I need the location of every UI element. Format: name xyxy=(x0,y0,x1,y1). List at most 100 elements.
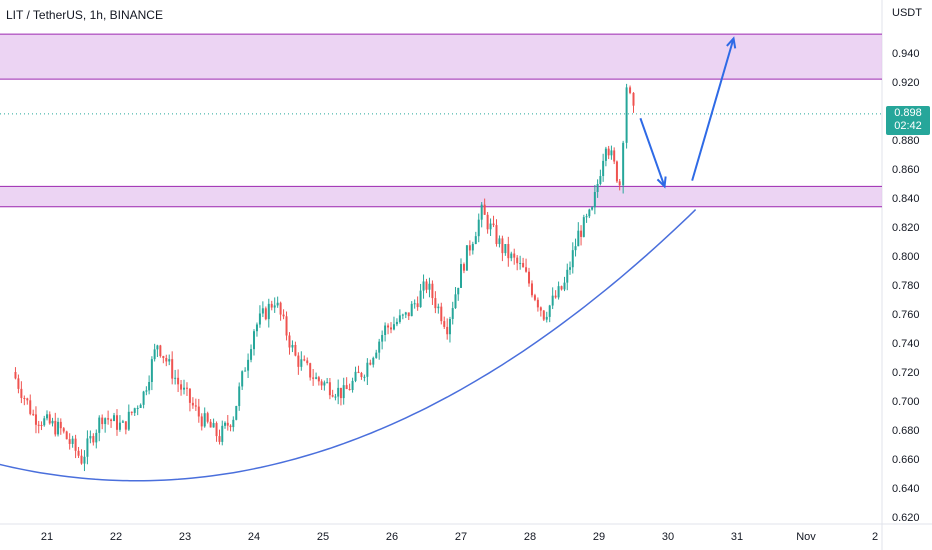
candle-body xyxy=(536,299,539,308)
candle-body xyxy=(516,257,519,264)
candle-body xyxy=(557,286,560,298)
candle-body xyxy=(465,245,468,271)
candle-body xyxy=(591,207,594,210)
candle-body xyxy=(255,324,258,332)
candle-body xyxy=(407,312,410,317)
currency-label: USDT xyxy=(892,7,922,19)
candle-body xyxy=(334,396,337,398)
candle-body xyxy=(258,313,261,325)
candle-body xyxy=(159,345,162,357)
candle-body xyxy=(264,308,267,320)
candle-body xyxy=(577,230,580,247)
price-tick-label: 0.660 xyxy=(892,454,920,466)
candle-body xyxy=(339,387,342,399)
zone-rect-0 xyxy=(0,34,882,80)
candle-body xyxy=(366,362,369,377)
candle-body xyxy=(437,306,440,309)
candle-body xyxy=(519,263,522,265)
candle-body xyxy=(354,371,357,381)
time-tick-label: 27 xyxy=(455,531,467,543)
candle-body xyxy=(95,432,98,443)
candle-body xyxy=(183,387,186,390)
candle-body xyxy=(431,283,434,299)
time-tick-label: 21 xyxy=(41,531,53,543)
candle-body xyxy=(507,244,510,259)
time-tick-label: 30 xyxy=(662,531,674,543)
projection-arrow-0 xyxy=(639,117,666,187)
candle-body xyxy=(585,216,588,218)
time-tick-label: 25 xyxy=(317,531,329,543)
candle-body xyxy=(542,310,545,320)
candle-body xyxy=(477,219,480,237)
candle-body xyxy=(270,303,273,308)
candle-body xyxy=(416,303,419,308)
candle-body xyxy=(235,406,238,420)
candle-body xyxy=(610,150,613,156)
candle-body xyxy=(282,314,285,317)
candle-body xyxy=(26,398,29,401)
candle-body xyxy=(180,384,183,390)
candle-body xyxy=(62,428,65,432)
candle-body xyxy=(607,148,610,156)
candle-body xyxy=(244,370,247,372)
candle-body xyxy=(486,214,489,230)
candle-body xyxy=(348,389,351,391)
price-tick-label: 0.940 xyxy=(892,48,920,60)
candle-body xyxy=(401,314,404,316)
candle-body xyxy=(206,413,209,422)
candle-body xyxy=(574,246,577,251)
candle-body xyxy=(43,418,46,426)
candle-body xyxy=(545,316,548,320)
projection-arrow-1 xyxy=(691,38,735,181)
candle-body xyxy=(17,378,20,389)
candle-body xyxy=(489,223,492,230)
candle-body xyxy=(604,148,607,161)
time-tick-label: 23 xyxy=(179,531,191,543)
candle-body xyxy=(530,283,533,296)
candle-body xyxy=(48,414,51,424)
candle-body xyxy=(351,380,354,391)
candle-body xyxy=(65,431,68,440)
candle-body xyxy=(130,411,133,413)
candle-body xyxy=(342,385,345,399)
candle-body xyxy=(77,450,80,456)
time-tick-label: 2 xyxy=(872,531,878,543)
candle-body xyxy=(14,372,17,379)
price-tick-label: 0.800 xyxy=(892,251,920,263)
candle-body xyxy=(602,160,605,177)
candle-body xyxy=(419,290,422,308)
candle-body xyxy=(533,295,536,300)
candle-body xyxy=(387,325,390,328)
candle-body xyxy=(71,438,74,444)
price-tick-label: 0.780 xyxy=(892,280,920,292)
candle-body xyxy=(224,422,227,426)
candle-body xyxy=(320,381,323,386)
candle-body xyxy=(118,422,121,430)
candle-body xyxy=(200,416,203,427)
candle-body xyxy=(297,355,300,367)
candle-body xyxy=(92,436,95,443)
price-tick-label: 0.920 xyxy=(892,77,920,89)
candle-body xyxy=(279,302,282,315)
candle-body xyxy=(221,425,224,442)
candle-body xyxy=(392,324,395,330)
candle-body xyxy=(247,359,250,371)
candle-body xyxy=(448,318,451,335)
candle-body xyxy=(241,371,244,387)
zone-rect-1 xyxy=(0,186,882,207)
candle-body xyxy=(177,377,180,385)
candle-body xyxy=(390,327,393,330)
candle-body xyxy=(238,386,241,407)
support-curve xyxy=(0,209,697,482)
candle-body xyxy=(504,244,507,254)
candle-body xyxy=(98,417,101,433)
candle-body xyxy=(89,436,92,439)
candle-body xyxy=(226,422,229,426)
candle-body xyxy=(404,312,407,315)
candle-body xyxy=(548,305,551,317)
time-tick-label: 28 xyxy=(524,531,536,543)
candle-body xyxy=(440,306,443,322)
candle-body xyxy=(381,334,384,342)
candle-body xyxy=(232,419,235,428)
